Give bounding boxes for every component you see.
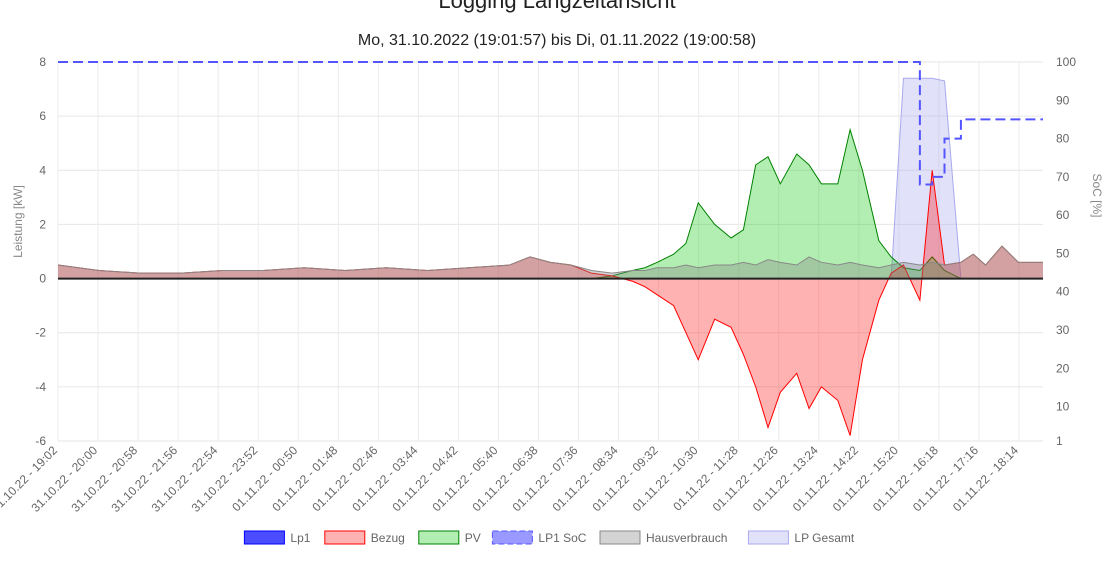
y-left-tick-label: 4 xyxy=(39,163,46,177)
series-lp1-soc-line xyxy=(58,61,1043,186)
legend-swatch xyxy=(599,530,641,545)
legend-label: Bezug xyxy=(371,531,405,545)
legend-label: LP Gesamt xyxy=(794,531,854,545)
y-left-tick-label: 2 xyxy=(39,217,46,231)
y-right-tick-label: 70 xyxy=(1056,170,1070,184)
y-right-tick-label: 1 xyxy=(1056,434,1063,448)
legend-item-lp1[interactable]: Lp1 xyxy=(243,530,311,545)
legend-label: Hausverbrauch xyxy=(646,531,727,545)
legend-swatch xyxy=(491,530,533,545)
grid-layer xyxy=(57,61,1043,442)
y-left-axis-label: Leistung [kW] xyxy=(11,185,25,258)
series-pv-area xyxy=(58,129,1043,279)
chart-subtitle: Mo, 31.10.2022 (19:01:57) bis Di, 01.11.… xyxy=(357,32,757,49)
y-left-tick-label: -6 xyxy=(35,434,46,448)
legend-item-lp-gesamt[interactable]: LP Gesamt xyxy=(747,530,855,545)
y-right-tick-label: 60 xyxy=(1056,208,1070,222)
y-left-tick-label: -4 xyxy=(35,380,46,394)
y-left-tick-label: 8 xyxy=(39,55,46,69)
legend-swatch xyxy=(418,530,460,545)
y-right-tick-label: 30 xyxy=(1056,323,1070,337)
legend-item-bezug[interactable]: Bezug xyxy=(324,530,405,545)
legend-item-hausverbrauch[interactable]: Hausverbrauch xyxy=(599,530,727,545)
y-right-axis-label: SoC [%] xyxy=(1090,173,1104,217)
y-left-tick-label: -2 xyxy=(35,326,46,340)
y-right-tick-label: 90 xyxy=(1056,93,1070,107)
legend-layer: Lp1 Bezug PV LP1 SoC Hausverbrauch LP Gesamt xyxy=(243,530,855,545)
legend-item-lp1-soc[interactable]: LP1 SoC xyxy=(491,530,587,545)
legend-item-pv[interactable]: PV xyxy=(418,530,481,545)
legend-swatch xyxy=(324,530,366,545)
chart-title: Logging Langzeitansicht xyxy=(438,0,676,13)
y-right-tick-label: 50 xyxy=(1056,246,1070,260)
series-lp-gesamt-area xyxy=(58,78,1043,279)
legend-label: Lp1 xyxy=(290,531,310,545)
series-bezug-area xyxy=(58,170,1043,436)
y-right-tick-label: 100 xyxy=(1056,55,1076,69)
y-right-tick-label: 20 xyxy=(1056,361,1070,375)
legend-swatch xyxy=(243,530,285,545)
y-right-tick-label: 10 xyxy=(1056,400,1070,414)
series-layer xyxy=(57,61,1043,436)
y-left-tick-label: 6 xyxy=(39,109,46,123)
legend-label: PV xyxy=(465,531,481,545)
y-right-tick-label: 80 xyxy=(1056,132,1070,146)
series-hausverbrauch-line xyxy=(57,245,1043,274)
legend-label: LP1 SoC xyxy=(538,531,586,545)
y-right-tick-label: 40 xyxy=(1056,285,1070,299)
legend-swatch xyxy=(747,530,789,545)
y-left-tick-label: 0 xyxy=(39,272,46,286)
